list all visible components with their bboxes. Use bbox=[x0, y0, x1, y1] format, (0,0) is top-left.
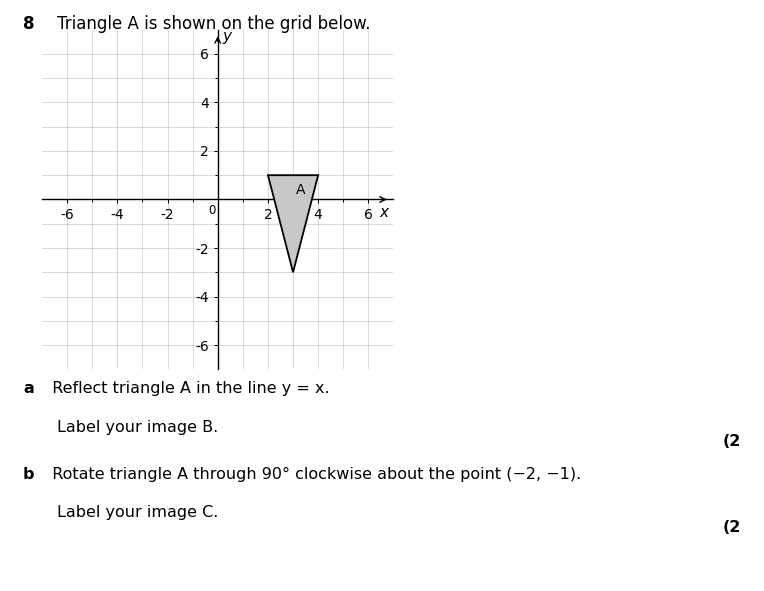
Text: Triangle A is shown on the grid below.: Triangle A is shown on the grid below. bbox=[57, 15, 371, 33]
Text: y: y bbox=[222, 30, 231, 44]
Text: Label your image C.: Label your image C. bbox=[57, 505, 219, 520]
Text: A: A bbox=[296, 183, 306, 197]
Text: a: a bbox=[23, 381, 34, 396]
Text: b: b bbox=[23, 467, 34, 482]
Text: Reflect triangle A in the line y = x.: Reflect triangle A in the line y = x. bbox=[42, 381, 329, 396]
Text: (2: (2 bbox=[723, 520, 741, 535]
Text: Rotate triangle A through 90° clockwise about the point (−2, −1).: Rotate triangle A through 90° clockwise … bbox=[42, 467, 581, 482]
Text: (2: (2 bbox=[723, 434, 741, 449]
Text: 8: 8 bbox=[23, 15, 34, 33]
Polygon shape bbox=[268, 175, 318, 272]
Text: x: x bbox=[379, 205, 388, 220]
Text: 0: 0 bbox=[208, 204, 215, 217]
Text: Label your image B.: Label your image B. bbox=[57, 420, 219, 434]
